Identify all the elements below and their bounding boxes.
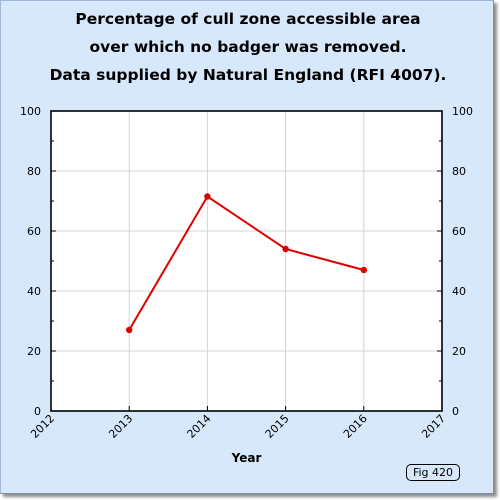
x-tick-label: 2016 (341, 412, 370, 441)
chart-title-line-1: Percentage of cull zone accessible area (75, 10, 421, 28)
y-tick-label-right: 0 (452, 405, 459, 418)
plot-area (51, 111, 442, 411)
x-tick-label: 2013 (106, 412, 135, 441)
x-tick-label: 2017 (419, 412, 448, 441)
y-tick-label-right: 40 (452, 285, 466, 298)
x-tick-label: 2012 (28, 412, 57, 441)
y-tick-label-left: 100 (20, 105, 41, 118)
plot-border (50, 110, 443, 412)
y-tick-label-left: 80 (27, 165, 41, 178)
x-tick-label: 2014 (185, 412, 214, 441)
x-tick-label: 2015 (263, 412, 292, 441)
x-axis-title: Year (231, 451, 262, 465)
data-point-2016 (360, 266, 367, 274)
y-tick-label-right: 80 (452, 165, 466, 178)
chart-figure: Percentage of cull zone accessible area … (0, 0, 494, 494)
y-tick-label-right: 20 (452, 345, 466, 358)
y-tick-label-right: 60 (452, 225, 466, 238)
line-chart: 0 0 20 20 40 40 60 60 80 80 100 100 2012 2013 2014 2015… (20, 105, 473, 465)
chart-title-line-3: Data supplied by Natural England (RFI 40… (49, 66, 447, 84)
data-point-2013 (126, 326, 133, 334)
y-tick-label-left: 40 (27, 285, 41, 298)
chart-title-line-2: over which no badger was removed. (89, 38, 407, 56)
y-tick-label-right: 100 (452, 105, 473, 118)
data-point-2015 (282, 245, 289, 253)
data-point-2014 (204, 193, 211, 200)
y-tick-label-left: 0 (34, 405, 41, 418)
y-tick-label-left: 20 (27, 345, 41, 358)
y-tick-label-left: 60 (27, 225, 41, 238)
figure-number-badge: Fig 420 (406, 464, 460, 481)
series-line-0 (128, 195, 365, 331)
